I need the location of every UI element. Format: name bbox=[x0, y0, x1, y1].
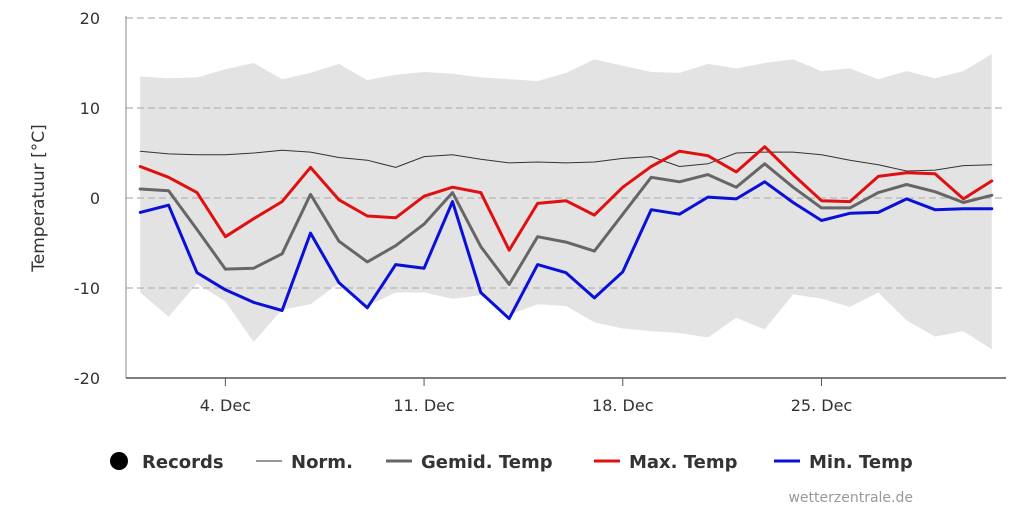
series-layer bbox=[138, 145, 994, 321]
legend-item-gemid-temp: Gemid. Temp bbox=[386, 452, 553, 473]
legend: Records Norm. Gemid. Temp Max. Temp Min. Tem… bbox=[110, 452, 913, 473]
credit-text: wetterzentrale.de bbox=[788, 490, 913, 506]
y-axis-label: Temperatuur [°C] bbox=[29, 124, 49, 272]
y-tick-label: 20 bbox=[80, 9, 100, 28]
x-tick-label: 25. Dec bbox=[791, 396, 853, 415]
series-line-norm bbox=[139, 149, 993, 172]
x-tick-label: 18. Dec bbox=[592, 396, 654, 415]
legend-item-norm: Norm. bbox=[256, 452, 353, 473]
y-tick-label: 10 bbox=[80, 99, 100, 118]
legend-label-records: Records bbox=[142, 452, 224, 473]
legend-label-norm: Norm. bbox=[291, 452, 353, 473]
legend-item-records: Records bbox=[110, 452, 224, 473]
y-tick-label: -10 bbox=[74, 279, 100, 298]
legend-label-gemid-temp: Gemid. Temp bbox=[421, 452, 553, 473]
legend-label-min-temp: Min. Temp bbox=[809, 452, 913, 473]
y-tick-label: 0 bbox=[90, 189, 100, 208]
x-tick-label: 11. Dec bbox=[393, 396, 455, 415]
x-tick-label: 4. Dec bbox=[200, 396, 251, 415]
series-line-min-temp bbox=[138, 180, 994, 321]
y-tick-label: -20 bbox=[74, 369, 100, 388]
grid-layer bbox=[126, 17, 1006, 289]
series-line-gemid-temp bbox=[138, 162, 994, 286]
legend-label-max-temp: Max. Temp bbox=[629, 452, 738, 473]
legend-symbol-records bbox=[110, 452, 128, 470]
series-line-max-temp bbox=[138, 145, 994, 252]
axes-layer: -20 -10 0 10 20 4. Dec 11. Dec 18. Dec 25. Dec bbox=[74, 9, 1006, 415]
legend-item-min-temp: Min. Temp bbox=[774, 452, 913, 473]
legend-item-max-temp: Max. Temp bbox=[594, 452, 738, 473]
